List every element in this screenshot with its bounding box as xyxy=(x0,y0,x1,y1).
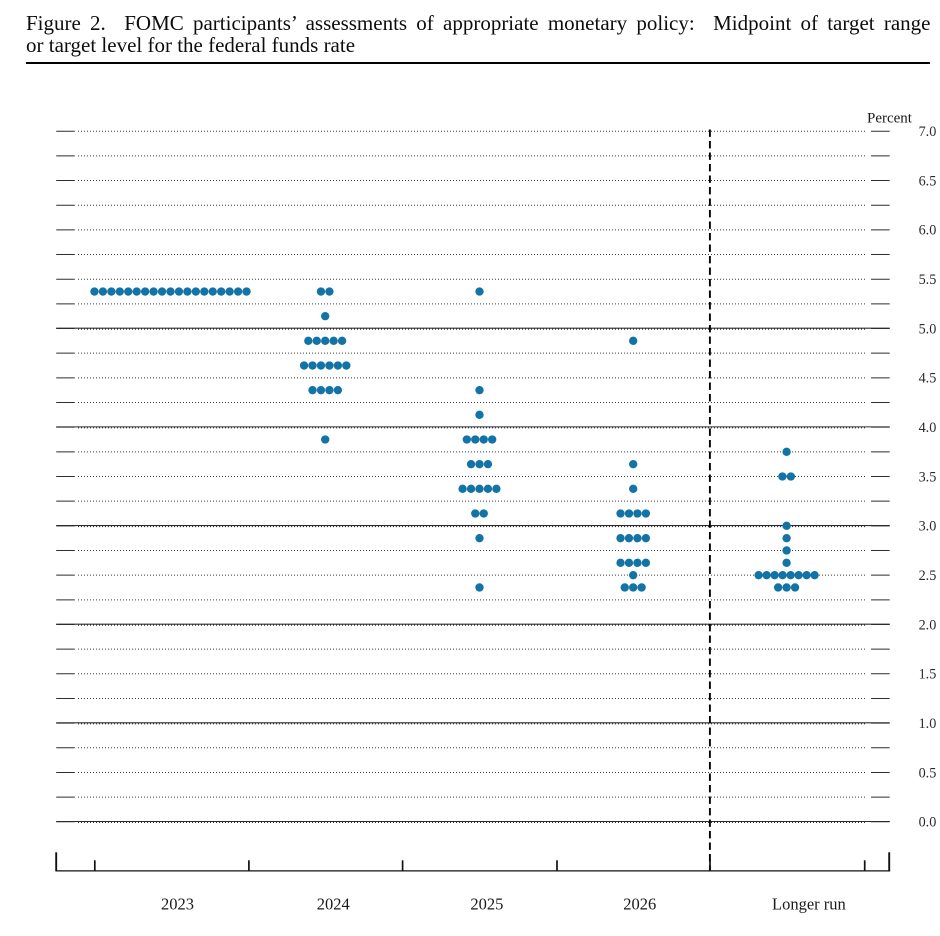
svg-text:1.0: 1.0 xyxy=(919,716,937,732)
svg-text:2026: 2026 xyxy=(623,895,656,914)
svg-text:7.0: 7.0 xyxy=(919,124,937,140)
svg-text:6.5: 6.5 xyxy=(919,173,937,189)
svg-text:3.5: 3.5 xyxy=(919,469,937,485)
svg-text:0.0: 0.0 xyxy=(919,815,937,831)
svg-text:6.0: 6.0 xyxy=(919,223,937,239)
svg-text:2023: 2023 xyxy=(161,895,194,914)
svg-text:0.5: 0.5 xyxy=(919,765,937,781)
svg-text:2025: 2025 xyxy=(470,895,503,914)
svg-text:2.0: 2.0 xyxy=(919,617,937,633)
svg-text:2.5: 2.5 xyxy=(919,568,937,584)
svg-text:Percent: Percent xyxy=(867,110,913,126)
svg-text:1.5: 1.5 xyxy=(919,667,937,683)
svg-text:Longer run: Longer run xyxy=(772,895,846,914)
svg-text:2024: 2024 xyxy=(317,895,350,914)
svg-text:5.0: 5.0 xyxy=(919,321,937,337)
svg-text:3.0: 3.0 xyxy=(919,519,937,535)
svg-text:4.0: 4.0 xyxy=(919,420,937,436)
svg-text:4.5: 4.5 xyxy=(919,371,937,387)
svg-text:5.5: 5.5 xyxy=(919,272,937,288)
